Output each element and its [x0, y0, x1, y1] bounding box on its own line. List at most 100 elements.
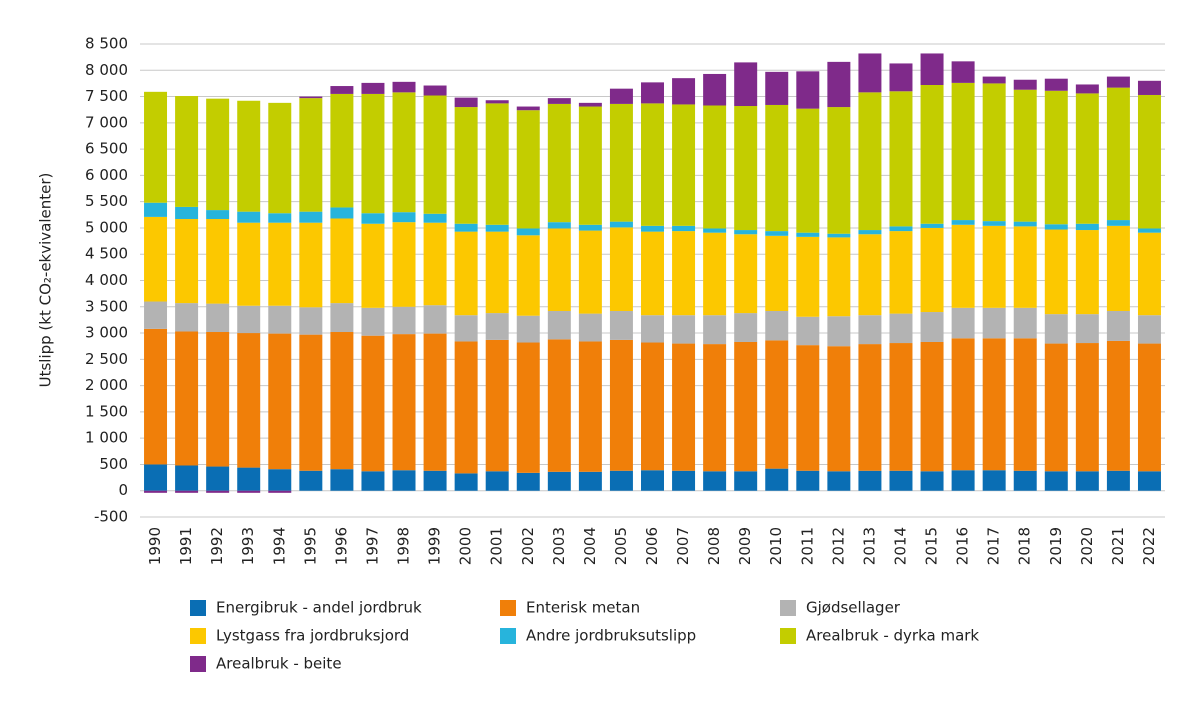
bar-segment	[144, 490, 168, 493]
y-tick-label: 2 500	[85, 350, 128, 368]
bar-segment	[175, 490, 199, 493]
bar-segment	[827, 316, 851, 347]
bar-segment	[485, 224, 509, 232]
bar-segment	[144, 202, 168, 217]
bar-segment	[175, 96, 199, 207]
bar-segment	[268, 305, 292, 334]
bar-segment	[206, 332, 230, 467]
y-tick-label: 4 500	[85, 245, 128, 263]
bar-segment	[1137, 315, 1161, 344]
bar-segment	[703, 315, 727, 345]
bar-segment	[951, 224, 975, 308]
bar-segment	[299, 211, 323, 223]
bar-segment	[175, 465, 199, 491]
bar-segment	[858, 470, 882, 491]
bar-segment	[889, 313, 913, 344]
bar-segment	[734, 234, 758, 314]
bar-segment	[703, 471, 727, 491]
x-tick-label: 2005	[612, 527, 630, 565]
bar-segment	[578, 341, 602, 472]
x-tick-label: 2009	[736, 527, 754, 565]
bar-segment	[982, 307, 1006, 339]
legend-label: Energibruk - andel jordbruk	[216, 599, 422, 617]
bar-segment	[423, 333, 447, 471]
bar-segment	[1075, 230, 1099, 315]
bar-segment	[330, 207, 354, 219]
bar-segment	[858, 315, 882, 345]
bar-segment	[734, 230, 758, 235]
bar-segment	[734, 471, 758, 491]
bar-segment	[516, 235, 540, 316]
bar-segment	[672, 343, 696, 471]
y-tick-label: 3 500	[85, 297, 128, 315]
bar-segment	[765, 310, 789, 341]
bar-segment	[361, 213, 385, 224]
bar-segment	[578, 471, 602, 491]
bar-segment	[454, 97, 478, 108]
bar-segment	[672, 231, 696, 316]
bar-segment	[547, 103, 571, 223]
bar-segment	[641, 225, 664, 232]
bar-segment	[1044, 229, 1068, 315]
bar-segment	[672, 225, 696, 232]
x-tick-label: 2015	[923, 527, 941, 565]
bar-segment	[1013, 226, 1037, 308]
x-tick-label: 2008	[705, 527, 723, 565]
bar-segment	[330, 469, 354, 491]
bar-segment	[920, 471, 944, 491]
x-tick-label: 2019	[1047, 527, 1065, 565]
bar-segment	[609, 310, 633, 340]
bar-segment	[1106, 76, 1130, 88]
bar-segment	[609, 227, 633, 311]
x-tick-label: 2017	[985, 527, 1003, 565]
y-tick-label: 8 500	[85, 35, 128, 53]
x-tick-label: 1997	[363, 527, 381, 565]
bar-segment	[1106, 220, 1130, 226]
bar-segment	[423, 85, 447, 96]
bar-segment	[641, 342, 664, 471]
bar-segment	[268, 333, 292, 470]
bar-segment	[1137, 228, 1161, 233]
y-tick-label: 2 000	[85, 376, 128, 394]
x-tick-label: 2022	[1140, 527, 1158, 565]
bar-segment	[1137, 80, 1161, 95]
bar-segment	[361, 335, 385, 472]
bar-segment	[423, 213, 447, 223]
legend-label: Gjødsellager	[806, 599, 901, 617]
bar-segment	[703, 232, 727, 316]
bar-segment	[1044, 78, 1068, 91]
bar-segment	[547, 222, 571, 229]
y-tick-label: 5 500	[85, 192, 128, 210]
y-tick-label: 3 000	[85, 324, 128, 342]
bar-segment	[206, 303, 230, 333]
bar-segment	[982, 470, 1006, 491]
bar-segment	[423, 305, 447, 334]
bar-segment	[237, 305, 261, 334]
bar-segment	[609, 103, 633, 222]
y-tick-label: 1 500	[85, 402, 128, 420]
x-tick-label: 2010	[767, 527, 785, 565]
bar-segment	[299, 307, 323, 335]
bar-segment	[641, 470, 664, 491]
bar-segment	[982, 83, 1006, 222]
bar-segment	[609, 470, 633, 491]
bar-segment	[330, 332, 354, 470]
legend-label: Arealbruk - dyrka mark	[806, 627, 979, 645]
bar-segment	[330, 303, 354, 333]
bar-segment	[144, 216, 168, 302]
y-tick-label: -500	[94, 508, 128, 526]
bar-segment	[516, 342, 540, 473]
bar-segment	[796, 71, 820, 109]
bar-segment	[1044, 314, 1068, 344]
legend-swatch	[190, 628, 206, 644]
bar-segment	[175, 206, 199, 220]
bar-segment	[206, 210, 230, 220]
bar-segment	[1013, 470, 1037, 491]
bar-segment	[299, 98, 323, 212]
bar-segment	[1106, 87, 1130, 221]
bar-segment	[920, 84, 944, 224]
bar-segment	[796, 316, 820, 346]
bar-segment	[578, 230, 602, 314]
bar-segment	[796, 232, 820, 237]
x-tick-label: 2021	[1109, 527, 1127, 565]
